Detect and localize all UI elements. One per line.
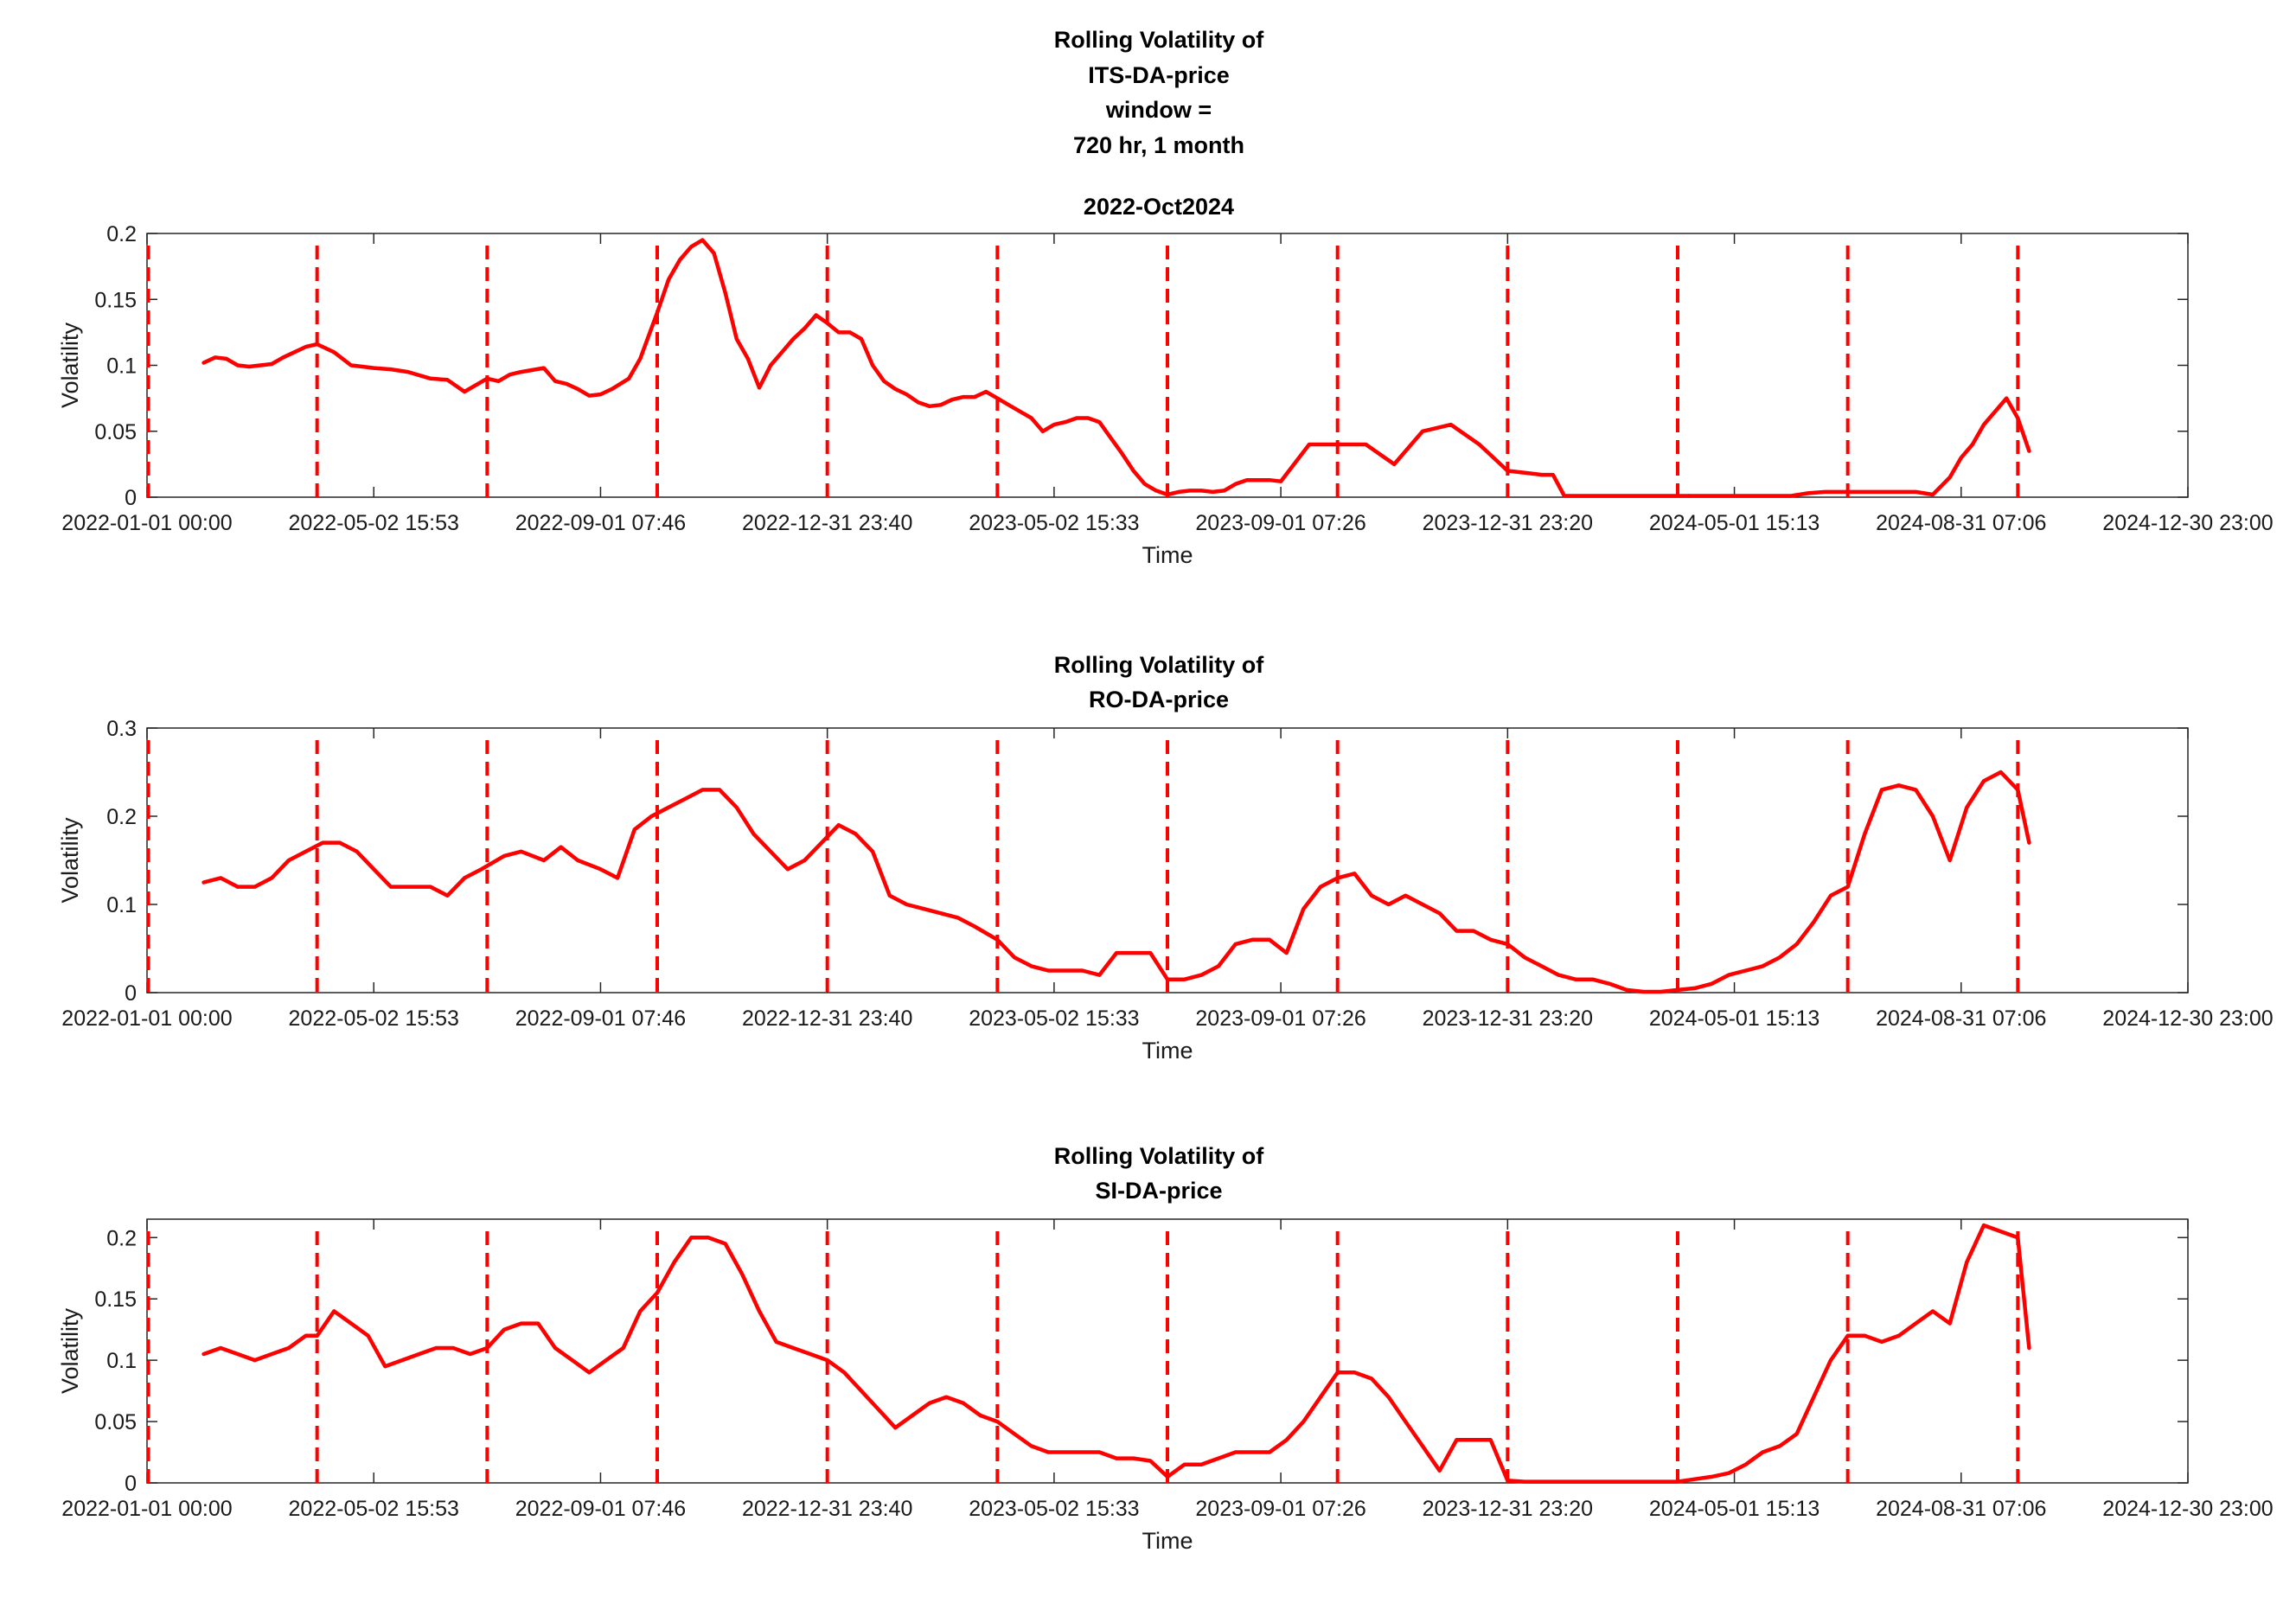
- y-tick-label: 0.2: [106, 1226, 137, 1250]
- x-tick-label: 2024-08-31 07:06: [1876, 1006, 2046, 1031]
- x-tick-label: 2022-05-02 15:53: [289, 511, 459, 535]
- x-tick-label: 2022-09-01 07:46: [515, 511, 686, 535]
- x-tick-label: 2024-12-30 23:00: [2102, 1006, 2273, 1031]
- y-axis-label: Volatility: [57, 1307, 83, 1394]
- x-tick-label: 2023-09-01 07:26: [1195, 511, 1365, 535]
- x-tick-label: 2023-12-31 23:20: [1423, 1006, 1593, 1031]
- figure-title-line-3: window =: [1105, 97, 1212, 123]
- x-tick-label: 2022-09-01 07:46: [515, 1497, 686, 1521]
- figure-title-line-4: 720 hr, 1 month: [1073, 132, 1244, 158]
- x-tick-label: 2022-09-01 07:46: [515, 1006, 686, 1031]
- x-tick-label: 2024-12-30 23:00: [2102, 511, 2273, 535]
- panel-si-da-price: Rolling Volatility of SI-DA-price 0 0.05 0.1…: [57, 1143, 2274, 1554]
- volatility-series-line: [201, 770, 2031, 994]
- x-tick-label: 2024-05-01 15:13: [1649, 1497, 1820, 1521]
- y-tick-label: 0.2: [106, 805, 137, 829]
- volatility-series-line: [201, 238, 1692, 498]
- panel-title-line-1: Rolling Volatility of: [1054, 1143, 1264, 1169]
- x-tick-label: 2023-09-01 07:26: [1195, 1006, 1365, 1031]
- x-axis-label: Time: [1142, 1528, 1193, 1554]
- y-tick-label: 0.05: [94, 1410, 137, 1434]
- x-axis-label: Time: [1142, 542, 1193, 568]
- panel-title-line-2: SI-DA-price: [1095, 1178, 1222, 1204]
- x-tick-label: 2023-09-01 07:26: [1195, 1497, 1365, 1521]
- panel-title-line-1: Rolling Volatility of: [1054, 652, 1264, 678]
- figure-title: Rolling Volatility of ITS-DA-price windo…: [1054, 27, 1264, 158]
- x-tick-label: 2024-05-01 15:13: [1649, 1006, 1820, 1031]
- x-tick-label: 2023-05-02 15:33: [969, 511, 1139, 535]
- x-tick-label: 2024-05-01 15:13: [1649, 511, 1820, 535]
- figure-title-line-1: Rolling Volatility of: [1054, 27, 1264, 53]
- panel-its-da-price: 2022-Oct2024 0 0.05 0.1 0.15 0.2 2022-01-01 00…: [57, 194, 2274, 568]
- x-tick-label: 2023-12-31 23:20: [1423, 1497, 1593, 1521]
- volatility-series-line: [201, 1223, 2031, 1484]
- y-tick-label: 0: [125, 1472, 137, 1496]
- x-tick-label: 2023-05-02 15:33: [969, 1497, 1139, 1521]
- y-tick-label: 0.3: [106, 717, 137, 741]
- x-tick-label: 2023-12-31 23:20: [1423, 511, 1593, 535]
- x-tick-label: 2024-12-30 23:00: [2102, 1497, 2273, 1521]
- y-tick-label: 0: [125, 981, 137, 1006]
- x-tick-label: 2022-05-02 15:53: [289, 1006, 459, 1031]
- y-tick-label: 0.05: [94, 420, 137, 444]
- y-tick-label: 0: [125, 486, 137, 510]
- y-tick-label: 0.2: [106, 222, 137, 246]
- y-tick-label: 0.1: [106, 893, 137, 917]
- x-tick-label: 2024-08-31 07:06: [1876, 1497, 2046, 1521]
- x-tick-label: 2024-08-31 07:06: [1876, 511, 2046, 535]
- volatility-series-line: [1686, 396, 2031, 498]
- x-tick-label: 2022-01-01 00:00: [61, 1497, 232, 1521]
- x-tick-label: 2022-05-02 15:53: [289, 1497, 459, 1521]
- x-tick-label: 2022-12-31 23:40: [742, 1497, 912, 1521]
- x-axis-label: Time: [1142, 1038, 1193, 1064]
- y-axis-label: Volatility: [57, 322, 83, 408]
- x-tick-label: 2022-01-01 00:00: [61, 511, 232, 535]
- y-tick-label: 0.15: [94, 288, 137, 312]
- x-tick-label: 2023-05-02 15:33: [969, 1006, 1139, 1031]
- panel-ro-da-price: Rolling Volatility of RO-DA-price 0 0.1 0.2 0…: [57, 652, 2274, 1064]
- x-tick-label: 2022-12-31 23:40: [742, 1006, 912, 1031]
- x-tick-label: 2022-01-01 00:00: [61, 1006, 232, 1031]
- panel-title-line-1: 2022-Oct2024: [1084, 194, 1234, 220]
- y-tick-label: 0.1: [106, 355, 137, 379]
- y-tick-label: 0.15: [94, 1287, 137, 1312]
- y-axis-label: Volatility: [57, 817, 83, 904]
- x-tick-label: 2022-12-31 23:40: [742, 511, 912, 535]
- figure-title-line-2: ITS-DA-price: [1088, 62, 1230, 88]
- y-tick-label: 0.1: [106, 1349, 137, 1373]
- panel-title-line-2: RO-DA-price: [1089, 687, 1229, 712]
